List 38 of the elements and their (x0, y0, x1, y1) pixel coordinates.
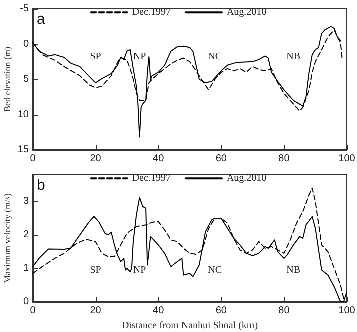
annotation: NB (286, 51, 301, 62)
annotation: NC (208, 51, 222, 62)
x-tick-label: 0 (30, 306, 36, 316)
x-axis-title: Distance from Nanhui Shoal (km) (122, 320, 258, 332)
annotation: SP (90, 264, 102, 276)
annotation: SP (90, 51, 102, 62)
y-tick-label: 2 (23, 230, 30, 241)
x-tick-label: 80 (278, 154, 290, 164)
y-tick-label: 15 (18, 144, 30, 156)
legend-label: Aug.2010 (226, 173, 267, 184)
legend-label: Aug.2010 (226, 7, 267, 18)
x-tick-label: 60 (216, 306, 228, 316)
x-tick-label: 80 (278, 306, 290, 316)
y-tick-label: -5 (20, 4, 30, 14)
y-axis-title: Maximum velocity (m/s) (2, 194, 12, 284)
annotation: NP (133, 51, 147, 62)
y-tick-label: 3 (23, 196, 30, 208)
y-tick-label: 1 (23, 263, 30, 274)
annotation: NB (286, 264, 301, 276)
x-tick-label: 0 (30, 154, 36, 164)
x-tick-label: 20 (90, 154, 102, 164)
x-tick-label: 100 (338, 306, 356, 316)
y-tick-label: 0 (23, 296, 30, 308)
legend-label: Dec.1997 (132, 173, 171, 184)
legend-label: Dec.1997 (132, 7, 171, 18)
y-axis-title: Bed elevation (m) (2, 47, 12, 112)
x-tick-label: 60 (216, 154, 228, 164)
annotation: a (37, 11, 46, 28)
y-tick-label: 5 (23, 74, 30, 85)
annotation: NC (208, 264, 222, 276)
x-tick-label: 20 (90, 306, 102, 316)
x-tick-label: 40 (153, 154, 165, 164)
annotation: b (37, 177, 46, 194)
x-tick-label: 40 (153, 306, 165, 316)
annotation: NP (133, 264, 147, 276)
y-tick-label: 0 (23, 38, 30, 50)
x-tick-label: 100 (338, 154, 356, 164)
y-tick-label: 10 (18, 109, 30, 120)
